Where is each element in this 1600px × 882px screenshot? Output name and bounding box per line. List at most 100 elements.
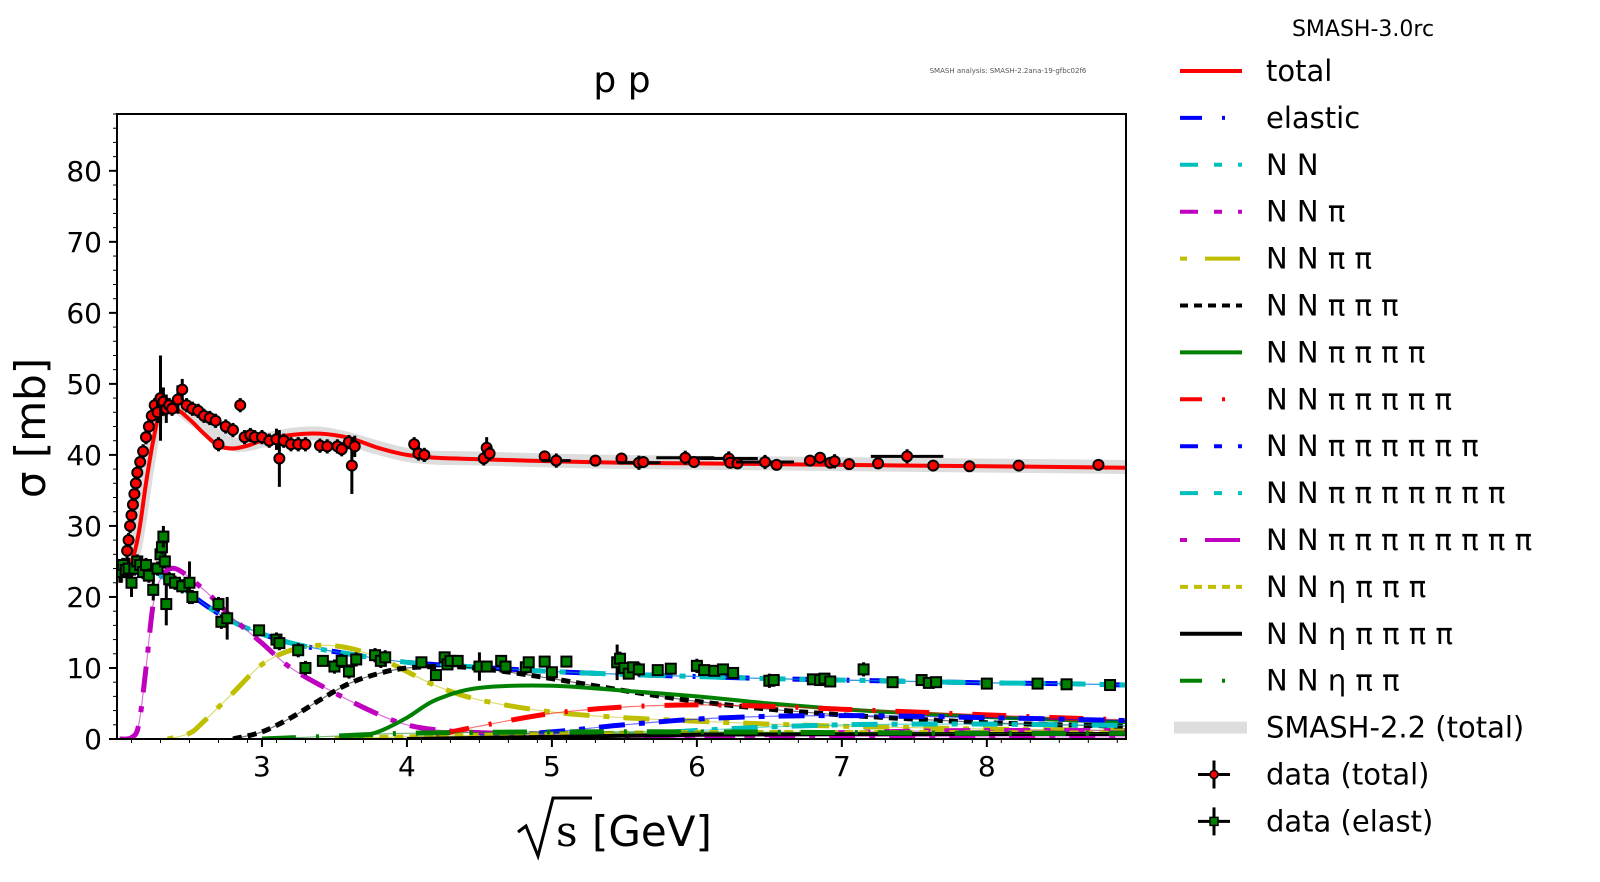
- data-elast-point: [253, 624, 266, 637]
- data-marker-square: [499, 660, 512, 673]
- data-total-point: [963, 460, 976, 473]
- data-total-point: [137, 444, 150, 459]
- data-total-point: [589, 454, 602, 467]
- data-total-point: [814, 451, 827, 464]
- data-elast-point: [186, 589, 199, 605]
- legend-item: N N η π π: [1180, 664, 1400, 698]
- data-elast-point: [335, 653, 348, 668]
- data-marker-square: [253, 624, 266, 637]
- plot-area: [117, 355, 1126, 739]
- data-elast-point: [1031, 677, 1044, 690]
- legend-label: data (total): [1266, 758, 1429, 792]
- data-marker-square: [451, 654, 464, 667]
- data-marker-circle: [418, 448, 431, 461]
- data-elast-point: [151, 561, 164, 576]
- data-marker-circle: [122, 534, 135, 547]
- data-marker-square: [342, 665, 355, 678]
- data-marker-circle: [408, 438, 421, 451]
- data-marker-circle: [843, 458, 856, 471]
- legend-item: SMASH-2.2 (total): [1174, 711, 1524, 745]
- data-total-point: [770, 458, 783, 471]
- legend-label: N N π π π π π π π: [1266, 476, 1505, 510]
- legend: SMASH-3.0rc total elastic N N N N π N N π π N…: [1174, 17, 1532, 838]
- data-marker-square: [151, 562, 164, 575]
- x-tick-label: 7: [833, 750, 851, 783]
- data-elast-point: [142, 568, 155, 583]
- data-total-point: [321, 439, 334, 454]
- data-elast-point: [157, 525, 170, 548]
- series-line-6: [232, 663, 1126, 739]
- data-marker-square: [545, 666, 558, 679]
- data-marker-square: [350, 653, 363, 666]
- legend-item: total: [1180, 54, 1332, 88]
- data-elast-point: [147, 579, 160, 601]
- legend-swatch-marker: [1209, 769, 1219, 780]
- x-tick-label: 4: [398, 750, 416, 783]
- data-total-point: [418, 447, 431, 463]
- series-line-14: [261, 729, 1126, 739]
- data-elast-point: [158, 554, 171, 569]
- data-total-point: [212, 437, 225, 452]
- data-marker-square: [886, 676, 899, 689]
- data-total-point: [1012, 459, 1025, 472]
- legend-label: N N π π: [1266, 242, 1372, 276]
- legend-item: N N π π π π π: [1180, 382, 1452, 416]
- series-line-4: [119, 565, 1126, 739]
- data-elast-point: [522, 656, 535, 669]
- data-total-point: [687, 456, 700, 469]
- data-total-point: [226, 422, 239, 438]
- data-marker-square: [664, 662, 677, 675]
- data-marker-square: [716, 663, 729, 676]
- y-tick-label: 20: [66, 581, 102, 614]
- data-marker-square: [292, 644, 305, 657]
- x-tick-label: 8: [978, 750, 996, 783]
- data-elast-point: [980, 677, 993, 690]
- data-marker-square: [698, 664, 711, 677]
- data-elast-point: [560, 655, 573, 668]
- data-marker-circle: [550, 454, 563, 467]
- y-tick-label: 80: [66, 155, 102, 188]
- legend-item: N N π: [1180, 195, 1345, 229]
- data-marker-circle: [139, 431, 152, 444]
- series-line-5: [167, 642, 1126, 739]
- data-total-point: [408, 437, 421, 452]
- data-marker-circle: [963, 460, 976, 473]
- data-elast-point: [824, 675, 837, 688]
- legend-item: N N π π π π: [1180, 335, 1425, 369]
- data-total-point: [348, 435, 361, 458]
- data-marker-circle: [131, 466, 144, 479]
- data-marker-square: [221, 612, 234, 625]
- data-marker-circle: [901, 450, 914, 463]
- data-total-point: [1092, 458, 1105, 471]
- y-tick-label: 40: [66, 439, 102, 472]
- data-elast-point: [538, 655, 551, 668]
- data-marker-square: [415, 656, 428, 669]
- y-tick-label: 0: [84, 723, 102, 756]
- x-axis-label-unit: [GeV]: [592, 807, 712, 856]
- data-marker-circle: [212, 438, 225, 451]
- data-marker-square: [273, 637, 286, 650]
- legend-item: N N π π π: [1180, 289, 1399, 323]
- data-elast-point: [429, 669, 442, 682]
- series-line-13: [406, 731, 1126, 739]
- data-total-point: [139, 430, 152, 445]
- data-marker-square: [316, 654, 329, 667]
- data-marker-circle: [126, 498, 139, 511]
- data-elast-point: [342, 664, 355, 679]
- legend-item: N N: [1180, 148, 1319, 182]
- data-total-point: [122, 533, 135, 548]
- data-marker-circle: [345, 459, 358, 472]
- data-marker-square: [538, 655, 551, 668]
- data-total-point: [209, 413, 222, 428]
- data-elast-point: [632, 662, 645, 677]
- data-marker-square: [142, 569, 155, 582]
- y-tick-label: 50: [66, 368, 102, 401]
- legend-label: N N π π π: [1266, 289, 1399, 323]
- legend-label: N N η π π π π: [1266, 617, 1453, 651]
- data-marker-circle: [828, 455, 841, 468]
- legend-label: N N π π π π π π: [1266, 429, 1479, 463]
- legend-label: N N π: [1266, 195, 1345, 229]
- analysis-watermark: SMASH analysis: SMASH-2.2ana-19-gfbc02f6: [930, 67, 1087, 75]
- data-elast-point: [379, 650, 392, 665]
- legend-label: total: [1266, 54, 1332, 88]
